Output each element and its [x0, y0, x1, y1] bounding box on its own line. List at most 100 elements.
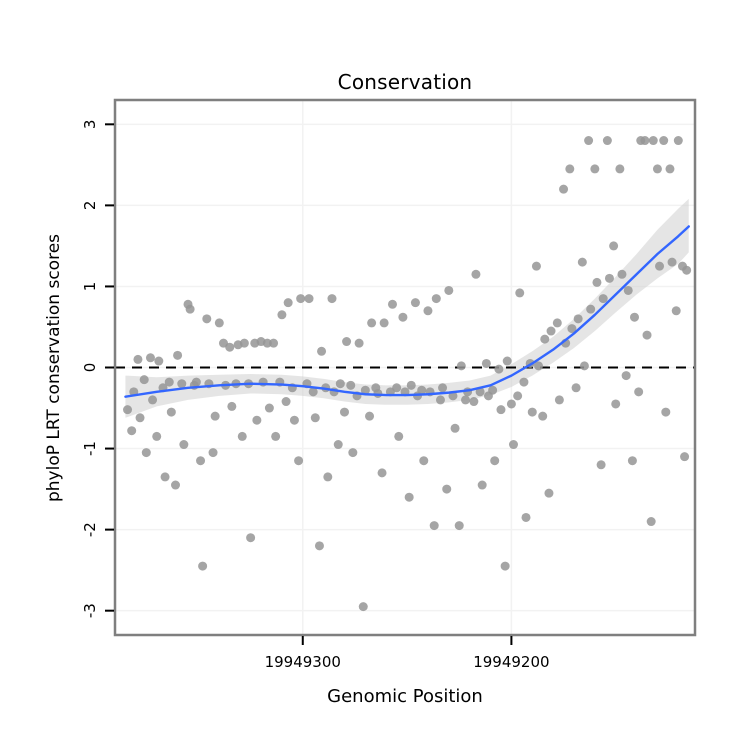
scatter-point	[237, 431, 247, 441]
scatter-point	[417, 385, 427, 395]
scatter-point	[513, 391, 523, 401]
scatter-point	[438, 383, 448, 393]
scatter-point	[500, 561, 510, 571]
scatter-point	[554, 395, 564, 405]
scatter-point	[665, 164, 675, 174]
scatter-point	[621, 371, 631, 381]
scatter-point	[615, 164, 625, 174]
scatter-point	[202, 314, 212, 324]
scatter-point	[367, 318, 377, 328]
scatter-point	[198, 561, 208, 571]
scatter-point	[196, 456, 206, 466]
scatter-point	[671, 306, 681, 316]
scatter-point	[394, 431, 404, 441]
scatter-point	[461, 395, 471, 405]
scatter-point	[294, 456, 304, 466]
scatter-point	[225, 342, 235, 352]
scatter-point	[246, 533, 256, 543]
x-tick-label: 19949300	[265, 653, 341, 671]
scatter-point	[506, 399, 516, 409]
scatter-point	[527, 407, 537, 417]
scatter-point	[185, 304, 195, 314]
scatter-point	[148, 395, 158, 405]
scatter-point	[133, 354, 143, 364]
scatter-point	[392, 383, 402, 393]
scatter-point	[584, 136, 594, 146]
scatter-point	[145, 353, 155, 363]
scatter-point	[540, 334, 550, 344]
scatter-point	[127, 426, 137, 436]
scatter-point	[304, 294, 314, 304]
y-tick-label: 0	[81, 363, 99, 373]
scatter-point	[450, 423, 460, 433]
scatter-point	[475, 387, 485, 397]
scatter-point	[404, 492, 414, 502]
scatter-point	[592, 277, 602, 287]
scatter-point	[431, 294, 441, 304]
scatter-point	[667, 257, 677, 267]
scatter-point	[469, 397, 479, 407]
scatter-point	[406, 380, 416, 390]
x-tick-label: 19949200	[473, 653, 549, 671]
scatter-point	[609, 241, 619, 251]
scatter-point	[269, 338, 279, 348]
scatter-point	[264, 403, 274, 413]
scatter-point	[289, 415, 299, 425]
scatter-point	[179, 440, 189, 450]
y-tick-label: -1	[81, 441, 99, 456]
scatter-point	[429, 521, 439, 531]
scatter-point	[586, 304, 596, 314]
scatter-point	[354, 338, 364, 348]
scatter-point	[339, 407, 349, 417]
scatter-point	[419, 456, 429, 466]
scatter-point	[659, 136, 669, 146]
scatter-point	[521, 512, 531, 522]
scatter-point	[567, 324, 577, 334]
scatter-point	[448, 391, 458, 401]
scatter-point	[271, 431, 281, 441]
scatter-point	[490, 456, 500, 466]
scatter-point	[602, 136, 612, 146]
scatter-point	[642, 330, 652, 340]
scatter-point	[314, 541, 324, 551]
scatter-point	[646, 517, 656, 527]
scatter-point	[471, 269, 481, 279]
scatter-point	[496, 405, 506, 415]
scatter-point	[360, 385, 370, 395]
scatter-point	[634, 387, 644, 397]
scatter-point	[346, 380, 356, 390]
scatter-point	[333, 440, 343, 450]
scatter-point	[317, 346, 327, 356]
scatter-point	[342, 337, 352, 347]
scatter-point	[598, 294, 608, 304]
scatter-point	[387, 299, 397, 309]
scatter-point	[648, 136, 658, 146]
scatter-point	[571, 383, 581, 393]
scatter-point	[308, 387, 318, 397]
scatter-point	[214, 318, 224, 328]
scatter-point	[519, 377, 529, 387]
smooth-trend-line	[124, 225, 690, 398]
scatter-point	[494, 364, 504, 374]
y-axis-label: phyloP LRT conservation scores	[44, 233, 64, 503]
scatter-point	[283, 298, 293, 308]
scatter-point	[208, 448, 218, 458]
scatter-point	[481, 358, 491, 368]
scatter-point	[141, 448, 151, 458]
scatter-point	[590, 164, 600, 174]
scatter-point	[379, 318, 389, 328]
y-tick-label: -3	[81, 603, 99, 618]
y-tick-label: 1	[81, 282, 99, 292]
scatter-point	[191, 377, 201, 387]
scatter-point	[377, 468, 387, 478]
scatter-point	[477, 480, 487, 490]
scatter-point	[559, 184, 569, 194]
scatter-point	[335, 379, 345, 389]
scatter-point	[435, 395, 445, 405]
scatter-point	[573, 314, 583, 324]
scatter-point	[508, 440, 518, 450]
scatter-point	[152, 431, 162, 441]
scatter-point	[655, 261, 665, 271]
scatter-point	[502, 356, 512, 366]
